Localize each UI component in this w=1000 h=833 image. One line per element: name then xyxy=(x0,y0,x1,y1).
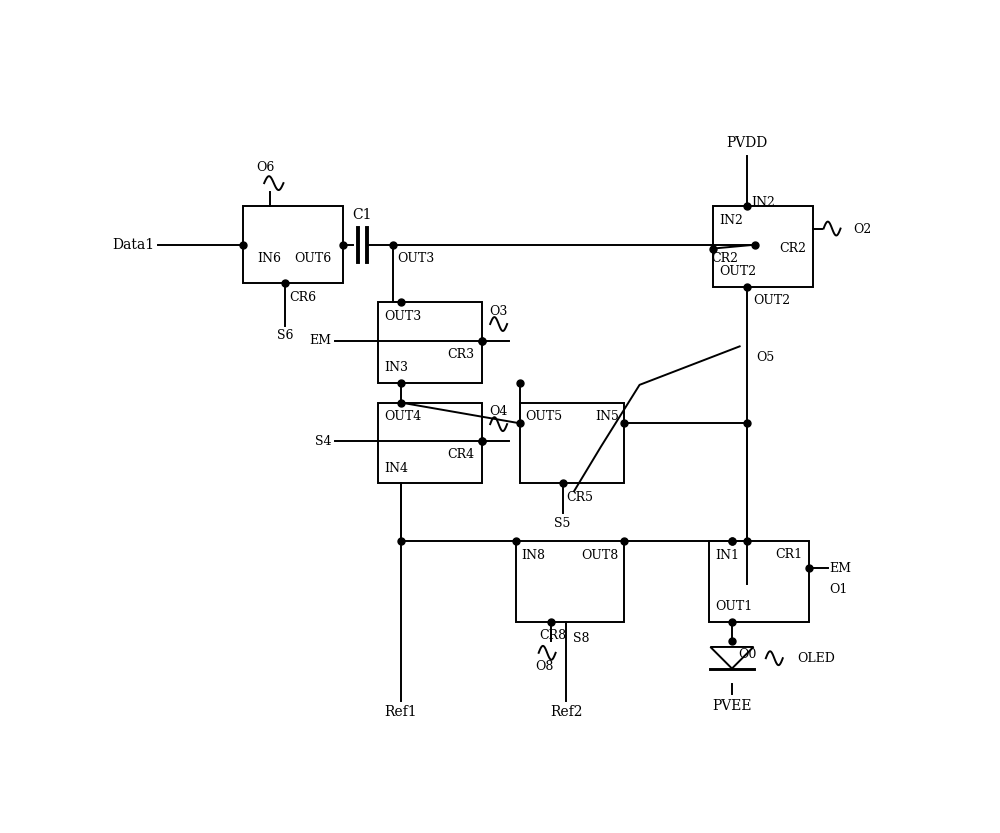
Text: CR2: CR2 xyxy=(711,252,738,265)
Text: Ref2: Ref2 xyxy=(550,705,583,719)
Text: OUT6: OUT6 xyxy=(294,252,332,265)
Text: IN6: IN6 xyxy=(257,252,281,265)
Text: O0: O0 xyxy=(738,648,756,661)
Text: OUT4: OUT4 xyxy=(384,410,421,423)
Text: PVDD: PVDD xyxy=(727,136,768,150)
Text: S5: S5 xyxy=(554,517,571,530)
Text: IN1: IN1 xyxy=(715,548,739,561)
Text: CR2: CR2 xyxy=(780,242,807,255)
Text: O2: O2 xyxy=(853,222,871,236)
Text: C1: C1 xyxy=(353,208,372,222)
Text: IN3: IN3 xyxy=(384,362,408,374)
Text: O6: O6 xyxy=(256,162,274,174)
Text: CR8: CR8 xyxy=(539,630,567,642)
Text: CR1: CR1 xyxy=(776,548,803,561)
Text: IN5: IN5 xyxy=(595,410,619,423)
Text: OUT5: OUT5 xyxy=(526,410,563,423)
Text: CR4: CR4 xyxy=(447,448,474,461)
Text: IN2: IN2 xyxy=(751,196,775,209)
Bar xyxy=(709,541,809,622)
Text: IN8: IN8 xyxy=(522,548,546,561)
Text: PVEE: PVEE xyxy=(712,699,752,713)
Text: EM: EM xyxy=(310,335,332,347)
Text: O1: O1 xyxy=(830,583,848,596)
Text: OUT2: OUT2 xyxy=(719,265,756,278)
Bar xyxy=(243,207,343,283)
Bar xyxy=(713,207,813,287)
Bar xyxy=(378,302,482,383)
Text: S4: S4 xyxy=(315,435,332,447)
Text: EM: EM xyxy=(830,561,852,575)
Bar xyxy=(520,402,624,483)
Text: OUT2: OUT2 xyxy=(754,294,791,307)
Text: OUT8: OUT8 xyxy=(582,548,619,561)
Text: OUT3: OUT3 xyxy=(397,252,434,265)
Text: CR5: CR5 xyxy=(566,491,593,504)
Text: OUT1: OUT1 xyxy=(715,600,752,613)
Text: O4: O4 xyxy=(489,406,508,418)
Text: CR6: CR6 xyxy=(289,291,316,303)
Text: OLED: OLED xyxy=(797,651,835,665)
Bar xyxy=(516,541,624,622)
Text: IN2: IN2 xyxy=(719,213,743,227)
Text: S8: S8 xyxy=(573,632,589,646)
Text: IN4: IN4 xyxy=(384,461,408,475)
Text: S6: S6 xyxy=(277,329,294,342)
Text: O5: O5 xyxy=(757,352,775,364)
Text: O8: O8 xyxy=(536,661,554,673)
Bar xyxy=(378,402,482,483)
Text: OUT3: OUT3 xyxy=(384,310,421,323)
Text: Data1: Data1 xyxy=(112,237,154,252)
Text: O3: O3 xyxy=(489,305,508,318)
Text: Ref1: Ref1 xyxy=(385,705,417,719)
Text: CR3: CR3 xyxy=(447,348,474,362)
